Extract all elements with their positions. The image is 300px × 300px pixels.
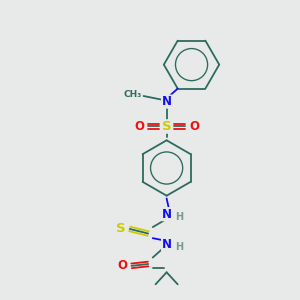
Text: N: N: [162, 208, 172, 221]
Text: H: H: [176, 212, 184, 222]
Text: N: N: [162, 95, 172, 108]
Text: O: O: [134, 120, 144, 133]
Text: H: H: [176, 242, 184, 252]
Text: O: O: [189, 120, 199, 133]
Text: S: S: [116, 222, 125, 236]
Text: S: S: [162, 120, 171, 133]
Text: O: O: [117, 259, 127, 272]
Text: N: N: [162, 238, 172, 251]
Text: CH₃: CH₃: [123, 90, 142, 99]
